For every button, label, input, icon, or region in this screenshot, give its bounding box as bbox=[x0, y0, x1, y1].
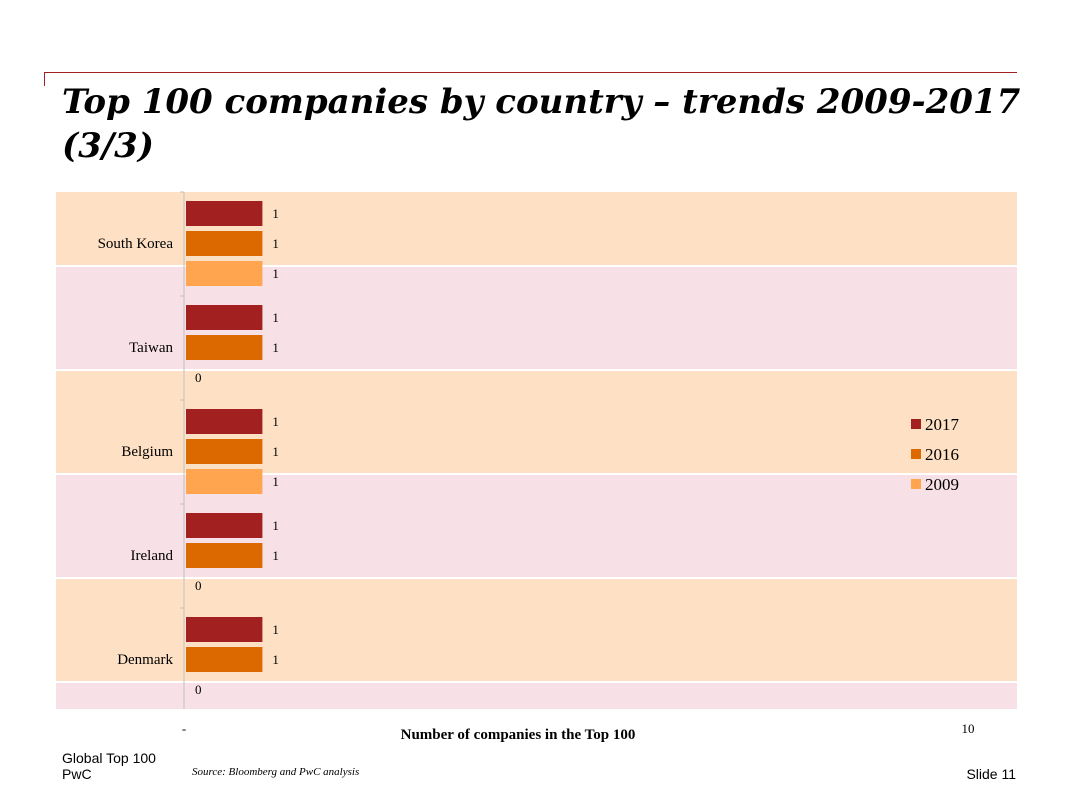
bar-2016 bbox=[186, 231, 263, 256]
legend-label-2016: 2016 bbox=[925, 445, 959, 464]
bar-2016 bbox=[186, 335, 263, 360]
data-label-2017: 1 bbox=[272, 206, 279, 221]
data-label-2016: 1 bbox=[272, 340, 279, 355]
bar-2016 bbox=[186, 647, 263, 672]
category-label-belgium: Belgium bbox=[121, 444, 173, 460]
data-label-2016: 1 bbox=[272, 444, 279, 459]
category-label-denmark: Denmark bbox=[117, 652, 173, 668]
data-label-2016: 1 bbox=[272, 652, 279, 667]
data-label-2009: 1 bbox=[272, 266, 279, 281]
bar-2017 bbox=[186, 409, 263, 434]
category-label-taiwan: Taiwan bbox=[129, 340, 173, 356]
data-label-2016: 1 bbox=[272, 236, 279, 251]
data-label-2009: 0 bbox=[195, 578, 202, 593]
title-rule-tick bbox=[44, 72, 45, 86]
data-label-2016: 1 bbox=[272, 548, 279, 563]
footer-company: PwC bbox=[62, 766, 92, 782]
data-label-2017: 1 bbox=[272, 310, 279, 325]
bar-2009 bbox=[186, 469, 263, 494]
title-rule bbox=[44, 72, 1017, 73]
bar-2009 bbox=[186, 261, 263, 286]
bar-2016 bbox=[186, 439, 263, 464]
data-label-2017: 1 bbox=[272, 414, 279, 429]
category-label-ireland: Ireland bbox=[131, 548, 174, 564]
data-label-2009: 1 bbox=[272, 474, 279, 489]
legend-label-2017: 2017 bbox=[925, 415, 960, 434]
footer-left: Global Top 100 PwC bbox=[62, 750, 156, 782]
data-label-2017: 1 bbox=[272, 622, 279, 637]
data-label-2009: 0 bbox=[195, 370, 202, 385]
bar-2017 bbox=[186, 617, 263, 642]
x-tick-label: - bbox=[182, 721, 186, 736]
slide-title: Top 100 companies by country – trends 20… bbox=[62, 82, 1021, 166]
legend-label-2009: 2009 bbox=[925, 475, 959, 494]
data-label-2009: 0 bbox=[195, 682, 202, 697]
category-label-south-korea: South Korea bbox=[98, 236, 174, 252]
footer-report-name: Global Top 100 bbox=[62, 750, 156, 766]
background-band bbox=[56, 682, 1017, 709]
x-axis-title: Number of companies in the Top 100 bbox=[401, 727, 636, 743]
bar-2017 bbox=[186, 305, 263, 330]
legend-swatch-2009 bbox=[911, 479, 921, 489]
slide-number: Slide 11 bbox=[966, 766, 1016, 782]
bar-2016 bbox=[186, 543, 263, 568]
legend-swatch-2016 bbox=[911, 449, 921, 459]
data-label-2017: 1 bbox=[272, 518, 279, 533]
bar-2017 bbox=[186, 201, 263, 226]
x-tick-label: 10 bbox=[962, 721, 975, 736]
legend-swatch-2017 bbox=[911, 419, 921, 429]
bar-2017 bbox=[186, 513, 263, 538]
source-note: Source: Bloomberg and PwC analysis bbox=[192, 766, 360, 778]
